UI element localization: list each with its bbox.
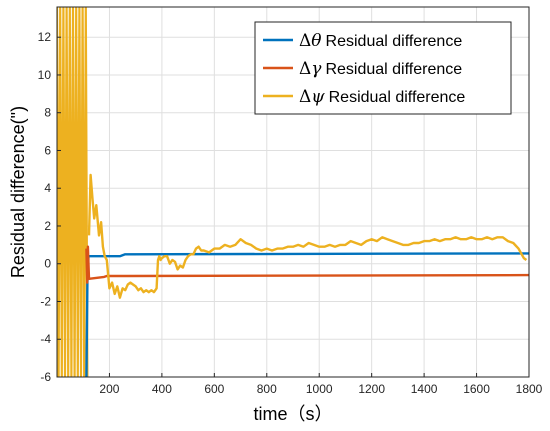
axis-ticks: 200 400 600 800 1000 1200 1400 1600 1800 -6 -4 -2 0 2… xyxy=(38,30,543,396)
legend-entry-1: Δθ Residual difference xyxy=(299,31,462,51)
y-tick-label: 10 xyxy=(38,68,52,82)
y-tick-label: -2 xyxy=(40,294,51,308)
x-tick-label: 1200 xyxy=(358,382,385,396)
y-axis-label: Residual difference(") xyxy=(8,106,28,278)
y-tick-label: 4 xyxy=(44,181,51,195)
plot-series xyxy=(57,7,529,377)
y-tick-label: -4 xyxy=(40,332,51,346)
x-tick-label: 1600 xyxy=(463,382,490,396)
y-tick-label: -6 xyxy=(40,370,51,384)
plot-frame xyxy=(56,6,530,378)
x-tick-label: 1000 xyxy=(306,382,333,396)
series-line-3 xyxy=(87,173,528,299)
legend-entry-2: Δγ Residual difference xyxy=(299,59,462,79)
y-tick-label: 8 xyxy=(44,106,51,120)
y-tick-label: 6 xyxy=(44,143,51,157)
x-tick-label: 1800 xyxy=(516,382,543,396)
y-tick-label: 2 xyxy=(44,219,51,233)
x-tick-label: 600 xyxy=(204,382,224,396)
x-tick-label: 400 xyxy=(152,382,172,396)
legend: Δθ Residual difference Δγ Residual differen… xyxy=(254,21,512,115)
x-tick-label: 1400 xyxy=(411,382,438,396)
oscillation-band xyxy=(57,7,89,377)
y-tick-label: 0 xyxy=(44,257,51,271)
legend-entry-3: Δψ Residual difference xyxy=(299,87,465,107)
x-tick-label: 200 xyxy=(99,382,119,396)
x-axis-label: time（s） xyxy=(253,404,332,424)
series-line-2 xyxy=(85,245,529,284)
x-tick-label: 800 xyxy=(257,382,277,396)
legend-box xyxy=(254,21,512,115)
y-tick-label: 12 xyxy=(38,30,52,44)
